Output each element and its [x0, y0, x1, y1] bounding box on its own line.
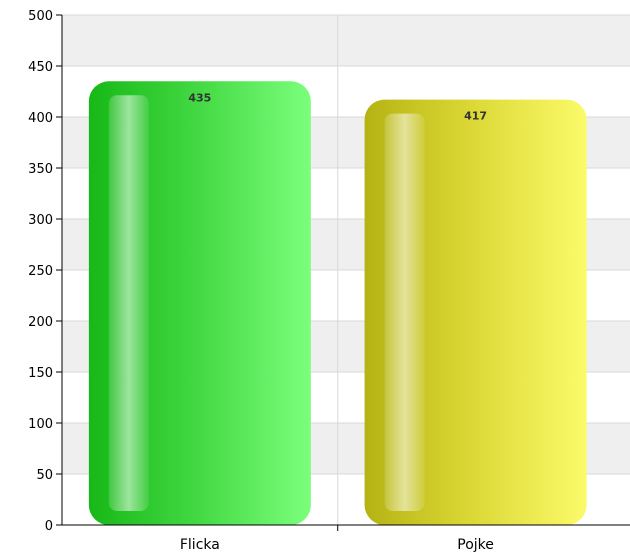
y-tick-label: 400 [28, 111, 53, 126]
data-label: 417 [464, 110, 487, 123]
y-tick-label: 150 [28, 366, 53, 381]
x-tick-label: Flicka [180, 537, 220, 553]
y-tick-label: 450 [28, 60, 53, 75]
plot-band [62, 15, 630, 66]
x-tick-label: Pojke [457, 537, 494, 553]
y-tick-label: 50 [36, 468, 53, 483]
labels: 0 50 100 150 200 250 300 350 400 450 500 435 Flicka 4… [28, 9, 494, 553]
y-tick-label: 200 [28, 315, 53, 330]
bar-pojke [364, 99, 587, 525]
axes [56, 14, 630, 531]
bars [88, 81, 587, 526]
y-tick-label: 500 [28, 9, 53, 24]
bar-highlight [108, 95, 149, 512]
y-tick-label: 300 [28, 213, 53, 228]
y-tick-label: 100 [28, 417, 53, 432]
y-tick-label: 0 [45, 519, 53, 534]
data-label: 435 [188, 91, 211, 104]
bar-highlight [384, 113, 425, 511]
bar-flicka [88, 81, 311, 526]
y-tick-label: 350 [28, 162, 53, 177]
y-tick-label: 250 [28, 264, 53, 279]
